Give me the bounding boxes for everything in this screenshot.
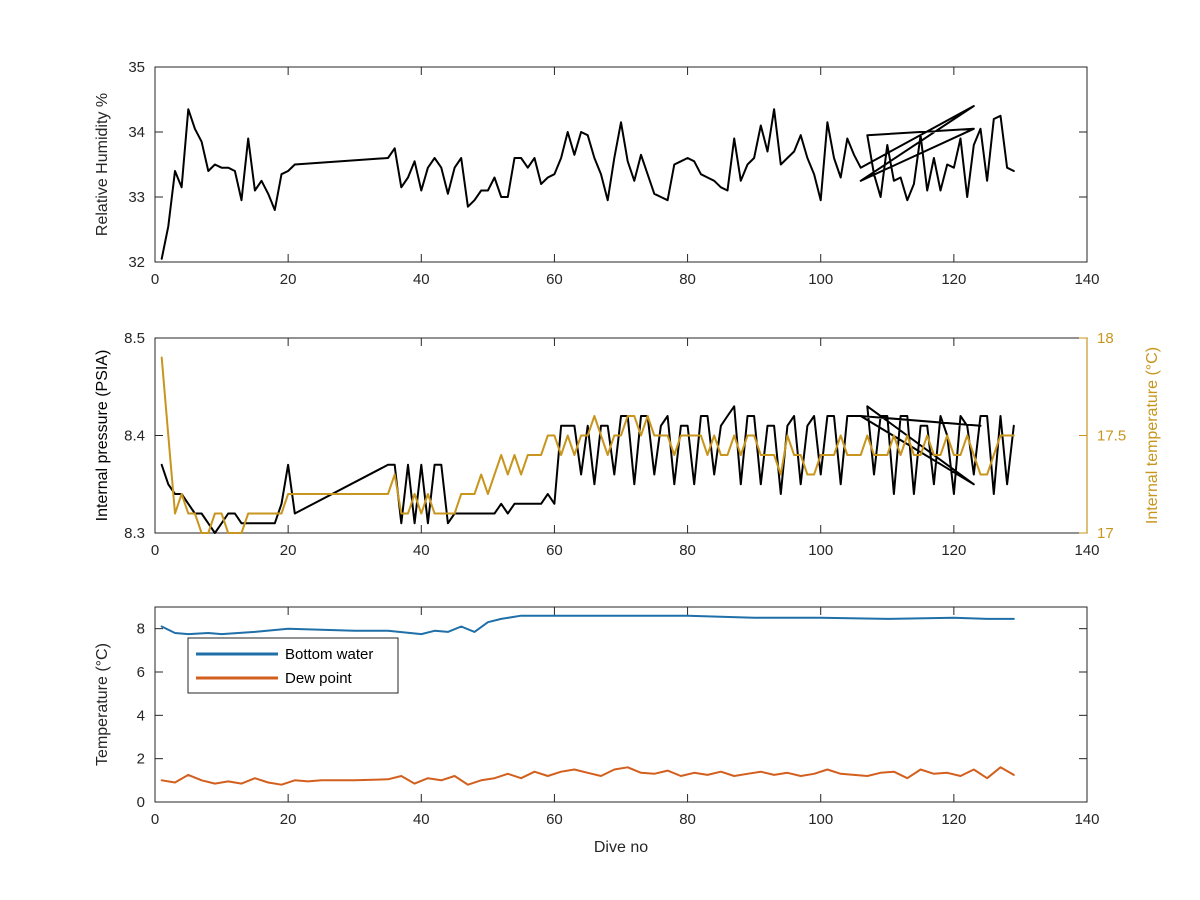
x-tick-label: 140 <box>1074 542 1099 559</box>
panel-1: 0 20 40 60 80 100 120 140 32 33 34 35 Relative Humid… <box>94 59 1100 288</box>
axes-frame <box>154 606 1088 803</box>
x-tick-label: 0 <box>151 542 159 559</box>
y-axis-label: Internal pressure (PSIA) <box>94 350 111 522</box>
y-tick-label: 8 <box>137 621 145 638</box>
y-tick-label: 0 <box>137 794 145 811</box>
y2-tick-label: 17.5 <box>1097 428 1126 445</box>
x-tick-label: 20 <box>280 271 297 288</box>
y-axis-label: Relative Humidity % <box>94 93 111 236</box>
x-tick-label: 80 <box>679 542 696 559</box>
panel-3: 0 20 40 60 80 100 120 140 0 2 4 6 8 Temperature (°C) D… <box>94 606 1100 856</box>
y-tick-label: 35 <box>128 59 145 76</box>
y-tick-label: 6 <box>137 664 145 681</box>
x-tick-label: 120 <box>941 271 966 288</box>
y2-tick-label: 18 <box>1097 330 1114 347</box>
series-line-1 <box>160 405 1015 534</box>
legend-box <box>187 637 399 694</box>
x-tick-label: 120 <box>941 811 966 828</box>
y2-tick-label: 17 <box>1097 525 1114 542</box>
series-line-2 <box>160 766 1015 786</box>
x-tick-label: 0 <box>151 811 159 828</box>
series-line-2 <box>160 356 1015 534</box>
x-tick-label: 60 <box>546 811 563 828</box>
y-tick-label: 4 <box>137 707 145 724</box>
series-line-1 <box>160 105 1015 260</box>
x-tick-label: 40 <box>413 542 430 559</box>
x-axis-label: Dive no <box>594 839 648 856</box>
y-tick-label: 8.3 <box>124 525 145 542</box>
x-tick-label: 60 <box>546 542 563 559</box>
x-tick-label: 0 <box>151 271 159 288</box>
y-tick-label: 8.5 <box>124 330 145 347</box>
x-tick-label: 100 <box>808 271 833 288</box>
y-tick-label: 8.4 <box>124 428 145 445</box>
x-tick-label: 60 <box>546 271 563 288</box>
x-tick-label: 40 <box>413 811 430 828</box>
x-tick-label: 80 <box>679 811 696 828</box>
axes-frame <box>154 66 1088 263</box>
series-line-1 <box>160 614 1015 636</box>
x-tick-label: 20 <box>280 811 297 828</box>
x-tick-label: 20 <box>280 542 297 559</box>
legend-entry: Dew point <box>285 670 353 687</box>
y2-axis-label: Internal temperature (°C) <box>1144 347 1161 524</box>
legend: Bottom water Dew point <box>187 637 399 694</box>
y-tick-label: 2 <box>137 751 145 768</box>
y-tick-label: 32 <box>128 254 145 271</box>
x-tick-label: 140 <box>1074 271 1099 288</box>
y-tick-label: 34 <box>128 124 145 141</box>
y-tick-label: 33 <box>128 189 145 206</box>
panel-2: 0 20 40 60 80 100 120 140 8.3 8.4 8.5 17 17.5 18 Inter… <box>94 330 1161 559</box>
legend-entry: Bottom water <box>285 646 373 663</box>
x-tick-label: 100 <box>808 811 833 828</box>
x-tick-label: 100 <box>808 542 833 559</box>
x-tick-label: 140 <box>1074 811 1099 828</box>
x-tick-label: 80 <box>679 271 696 288</box>
x-tick-label: 120 <box>941 542 966 559</box>
x-tick-label: 40 <box>413 271 430 288</box>
y-axis-label: Temperature (°C) <box>94 643 111 766</box>
